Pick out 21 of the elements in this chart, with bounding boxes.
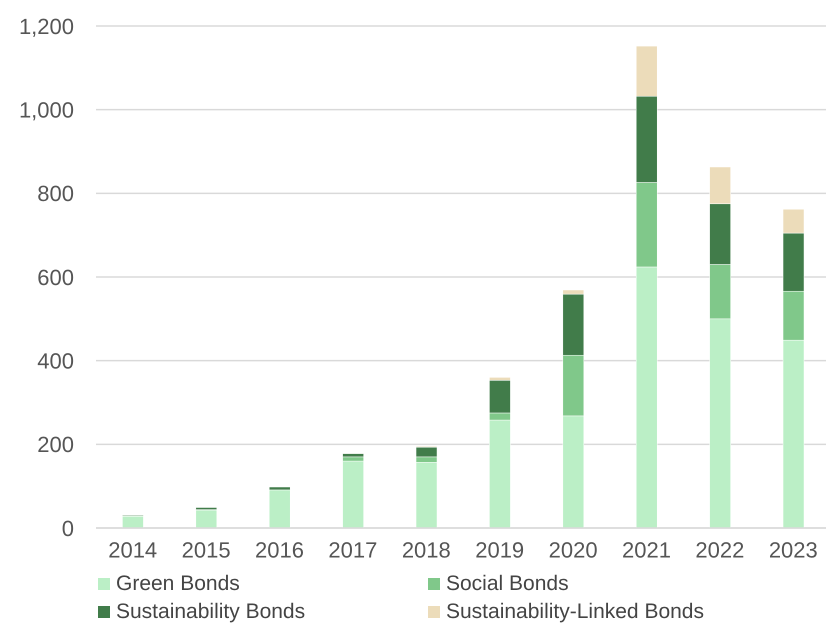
x-tick-label: 2014: [108, 538, 158, 563]
x-tick-label: 2023: [768, 538, 818, 563]
y-tick-label: 1,200: [18, 14, 74, 39]
x-tick-label: 2015: [182, 538, 231, 563]
y-tick-label: 400: [37, 348, 74, 374]
x-tick-label: 2019: [475, 538, 524, 563]
y-tick-label: 800: [37, 181, 74, 206]
x-tick-label: 2017: [328, 538, 378, 563]
y-tick-label: 1,000: [18, 97, 74, 122]
y-tick-label: 200: [37, 432, 74, 458]
x-tick-label: 2021: [622, 538, 671, 563]
x-tick-label: 2022: [695, 538, 744, 563]
y-tick-label: 0: [62, 516, 74, 541]
legend-label: Sustainability Bonds: [116, 600, 306, 624]
x-tick-label: 2016: [255, 538, 304, 563]
legend-label: Sustainability-Linked Bonds: [446, 600, 704, 624]
x-tick-label: 2020: [548, 538, 598, 563]
x-tick-label: 2018: [402, 538, 451, 563]
legend-label: Green Bonds: [116, 572, 240, 596]
legend-label: Social Bonds: [446, 572, 569, 596]
y-tick-label: 600: [37, 264, 74, 290]
